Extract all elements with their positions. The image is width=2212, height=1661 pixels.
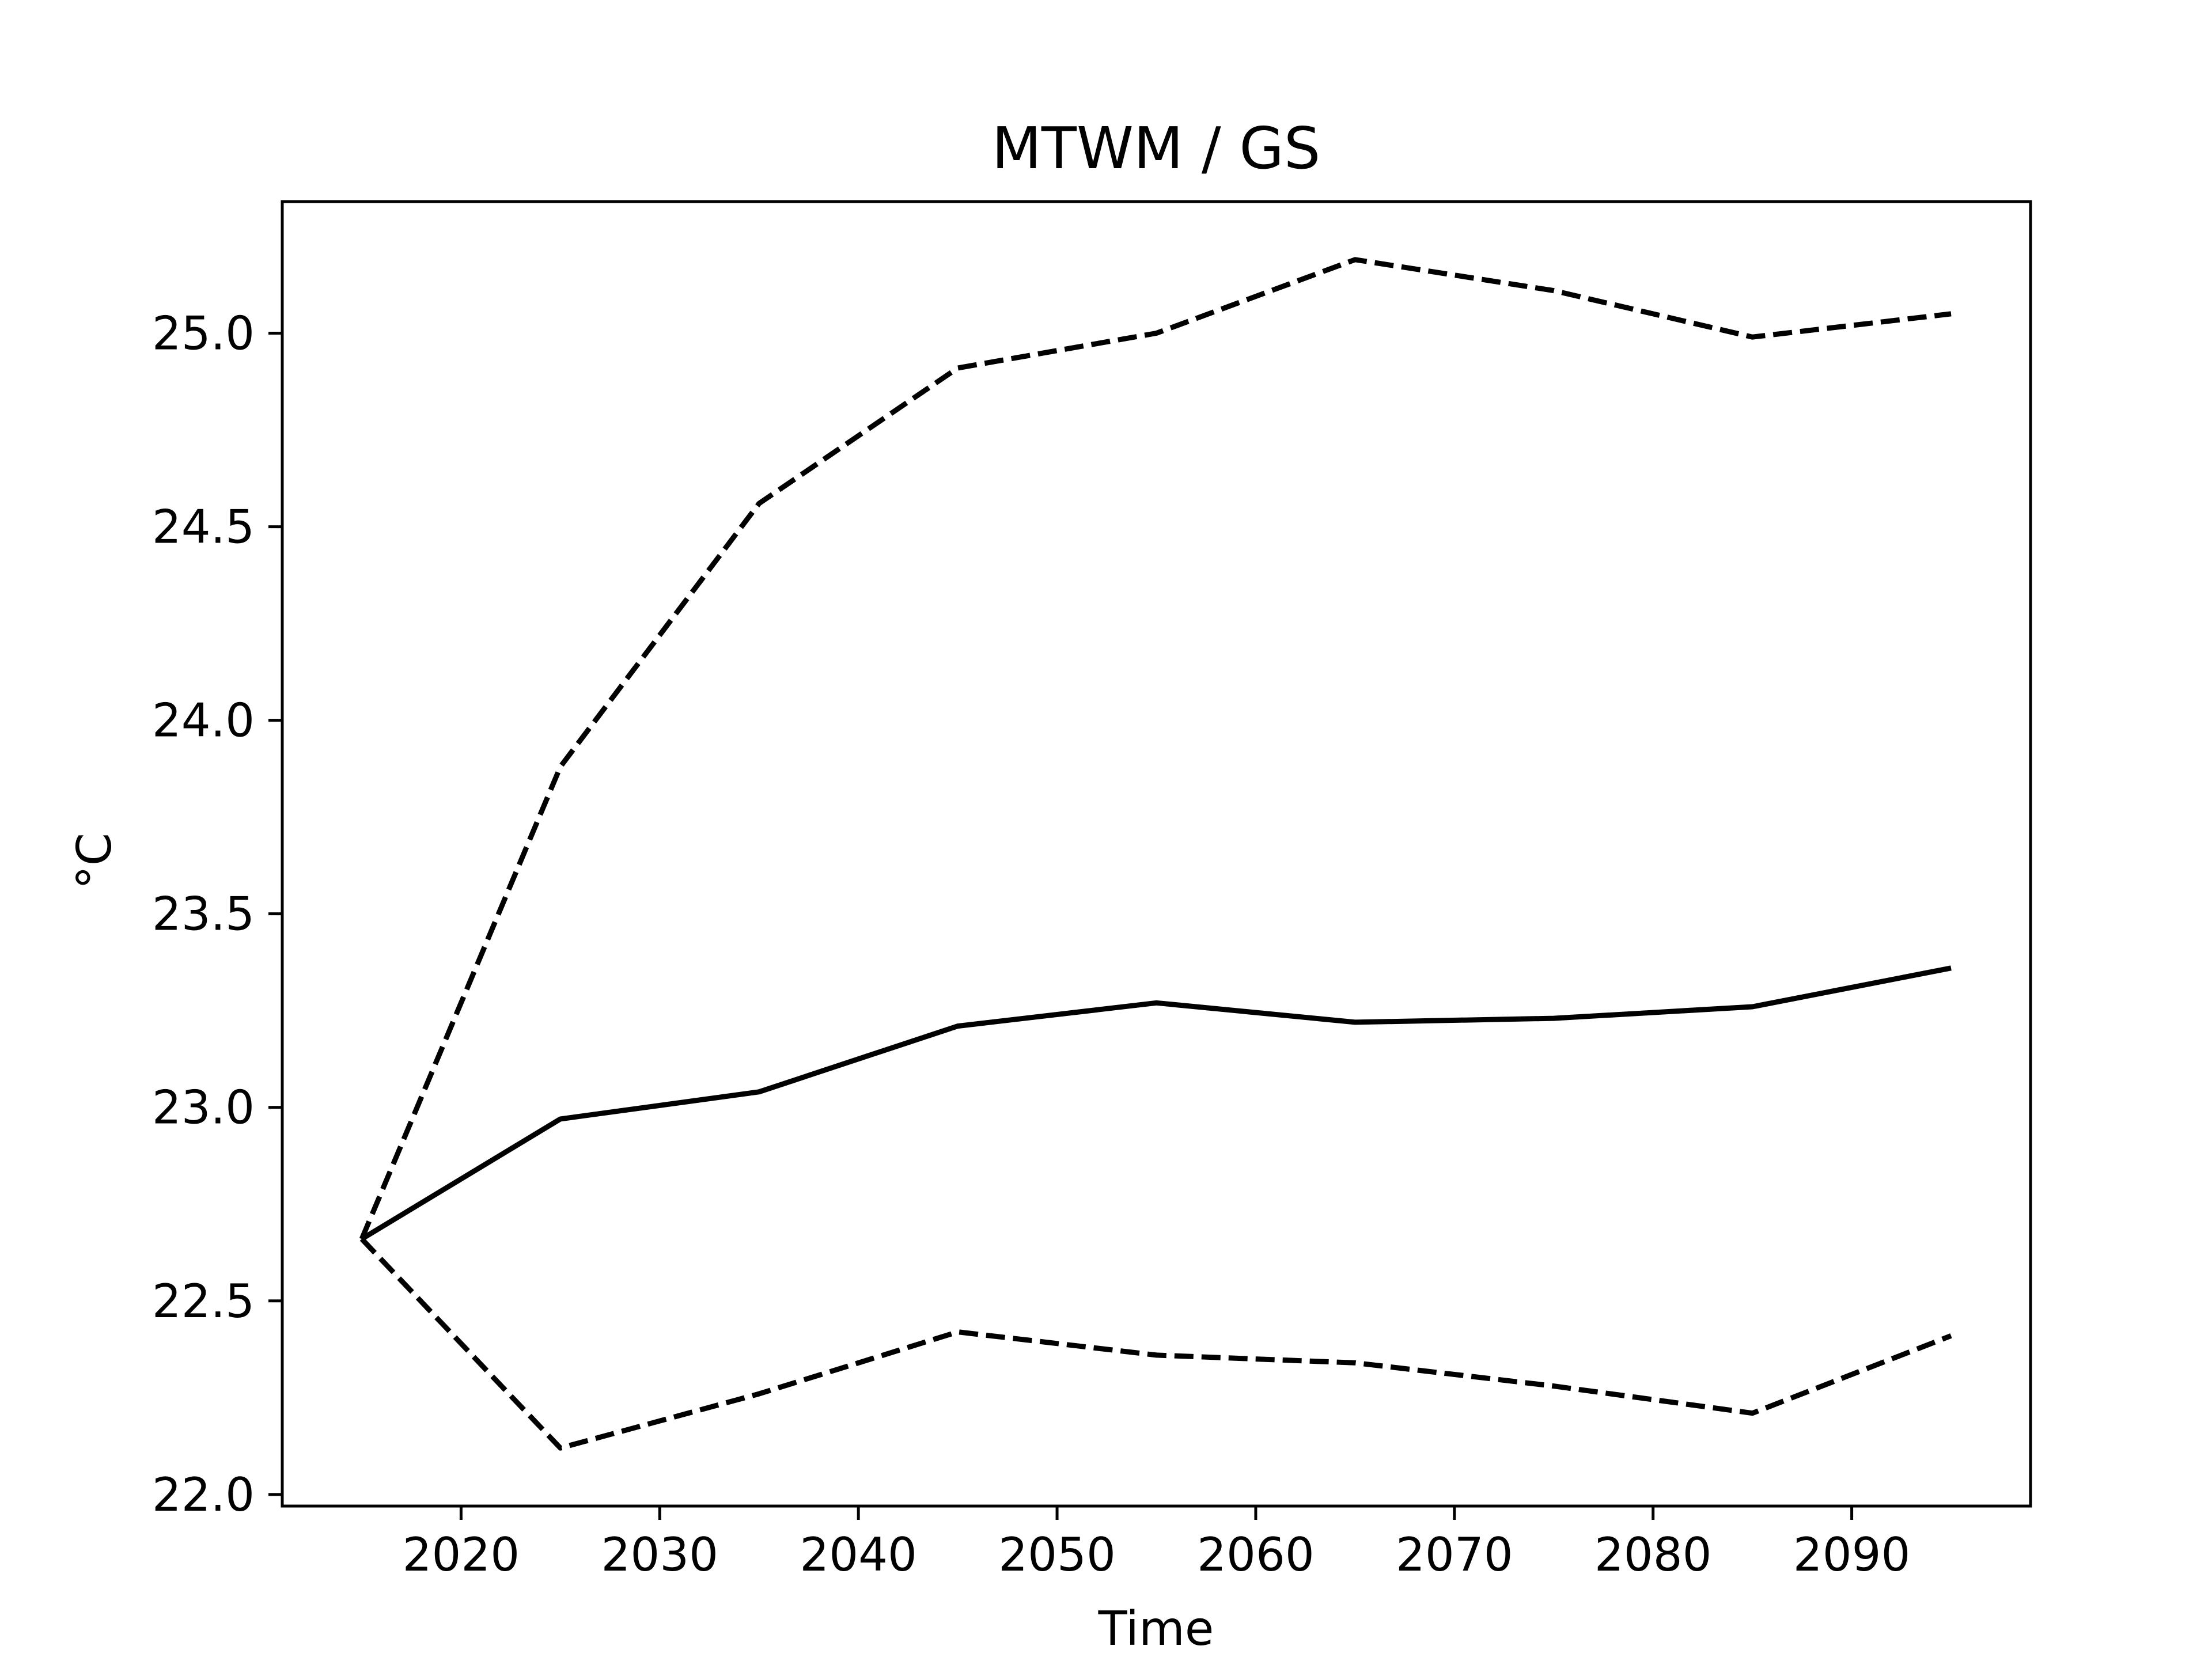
y-tick-label: 24.5 [152, 500, 255, 554]
y-axis: 22.0 22.5 23.0 23.5 24.0 24.5 25.0 [152, 307, 282, 1522]
series-line-2-solid [360, 965, 1952, 1242]
x-tick-label: 2040 [800, 1528, 917, 1582]
y-tick-label: 24.0 [152, 694, 255, 748]
y-axis-label: °C [67, 833, 122, 889]
x-tick-label: 2070 [1396, 1528, 1513, 1582]
x-tick-label: 2030 [601, 1528, 718, 1582]
plot-frame [281, 200, 2032, 1508]
y-tick-label: 22.0 [152, 1468, 255, 1522]
y-tick-label: 22.5 [152, 1275, 255, 1328]
x-axis-label: Time [1098, 1602, 1214, 1656]
x-tick-label: 2090 [1793, 1528, 1911, 1582]
series-line-3-dashed [359, 1237, 1952, 1451]
chart-title: MTWM / GS [992, 115, 1321, 182]
x-axis: 2020 2030 2040 2050 2060 2070 2080 2090 [403, 1506, 1911, 1582]
x-tick-label: 2050 [998, 1528, 1116, 1582]
y-tick-label: 25.0 [152, 307, 255, 361]
series-layer [359, 257, 1952, 1451]
x-tick-label: 2020 [403, 1528, 520, 1582]
series-line-1-dashed [359, 257, 1952, 1240]
x-tick-label: 2060 [1197, 1528, 1315, 1582]
y-tick-label: 23.0 [152, 1081, 255, 1135]
x-tick-label: 2080 [1594, 1528, 1712, 1582]
y-tick-label: 23.5 [152, 888, 255, 941]
